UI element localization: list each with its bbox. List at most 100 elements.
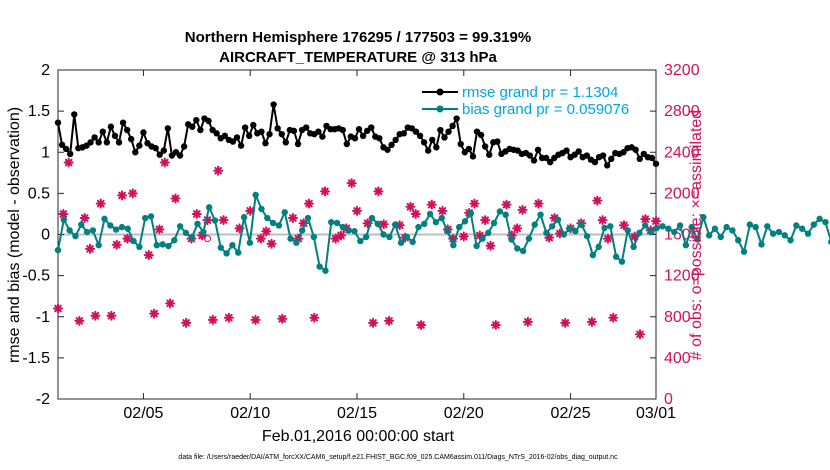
bias-point [787,237,794,244]
bias-point [618,258,626,265]
rmse-point [58,141,66,149]
rmse-point [152,144,159,152]
rmse-point [494,138,501,145]
x-tick-label: 02/25 [551,405,591,422]
bias-point [101,215,108,223]
bias-point [182,229,190,237]
bias-point [310,233,318,241]
obs-count-point [651,216,661,227]
obs-count-point [309,312,320,323]
rmse-point [213,130,220,137]
bias-point [66,227,73,234]
rmse-point [343,140,351,148]
bias-point [78,221,85,228]
obs-count-point [74,315,85,326]
legend-bias-marker [436,105,444,113]
bias-point [380,231,387,238]
bias-point [392,221,399,228]
obs-count-point [213,165,224,176]
obs-count-point [469,198,480,209]
bias-point [229,241,236,249]
rmse-point [449,122,456,130]
bias-point [758,241,765,248]
bias-point [72,232,79,240]
rmse-point [164,125,172,132]
y-tick-label-left: 2 [41,62,50,79]
bias-point [711,225,719,232]
bias-point [764,223,771,230]
bias-point [676,222,684,229]
rmse-point [412,128,420,135]
bias-point [740,248,748,255]
obs-count-point [319,186,330,197]
obs-count-point [122,233,133,244]
bias-point [537,211,544,218]
rmse-point [176,152,184,159]
bias-point [642,222,649,229]
obs-count-point [207,314,218,325]
bias-point [188,234,195,241]
obs-count-point [143,250,154,261]
rmse-point [315,128,322,135]
bias-point [589,251,597,259]
y-tick-label-left: -1.5 [22,350,50,367]
rmse-point [534,146,542,153]
rmse-point [91,134,98,141]
bias-point [461,218,469,225]
rmse-point [258,128,265,135]
obs-count-point [303,198,314,209]
rmse-point [351,135,359,142]
bias-point [793,222,800,229]
bias-point [473,242,480,250]
bias-point [223,250,230,257]
bias-point [554,216,562,223]
rmse-point [87,139,94,146]
obs-count-point [234,223,245,234]
obs-count-point [159,157,170,168]
rmse-point [469,153,477,160]
obs-count-point [640,214,651,225]
rmse-point [457,140,464,148]
rmse-point [652,160,660,167]
obs-count-point [437,205,448,216]
obs-count-point [261,226,272,237]
rmse-point [339,126,346,134]
rmse-point [189,123,196,130]
bias-point [630,243,637,251]
rmse-point [603,162,611,169]
obs-count-point [522,316,533,327]
obs-count-point [266,238,277,249]
rmse-point [636,155,643,163]
bias-point [217,244,224,251]
bias-point [368,214,376,222]
bias-point [357,237,364,245]
bias-point [421,220,428,228]
rmse-point [156,151,163,158]
bias-point [804,230,812,237]
bias-point [810,221,818,228]
y-tick-label-right: 400 [664,350,691,367]
rmse-point [359,132,367,139]
bias-point [95,241,102,249]
rmse-point [274,125,281,132]
x-tick-label: 03/01 [636,405,676,422]
obs-count-point [368,317,379,328]
obs-count-point [410,208,421,219]
obs-count-series [53,157,661,340]
rmse-point [294,140,302,148]
bias-point [246,239,254,246]
rmse-point [441,134,448,141]
bias-point [403,233,411,241]
y-tick-label-left: 1 [41,144,50,161]
bias-point [525,235,533,242]
rmse-point [241,124,249,131]
obs-count-point [255,233,266,244]
bias-point [746,221,754,228]
bias-point [752,223,759,231]
bias-point [548,223,556,230]
y-tick-label-right: 1200 [664,268,700,285]
rmse-point [221,132,228,139]
legend-rmse-marker [436,88,444,96]
rmse-point [481,143,489,150]
